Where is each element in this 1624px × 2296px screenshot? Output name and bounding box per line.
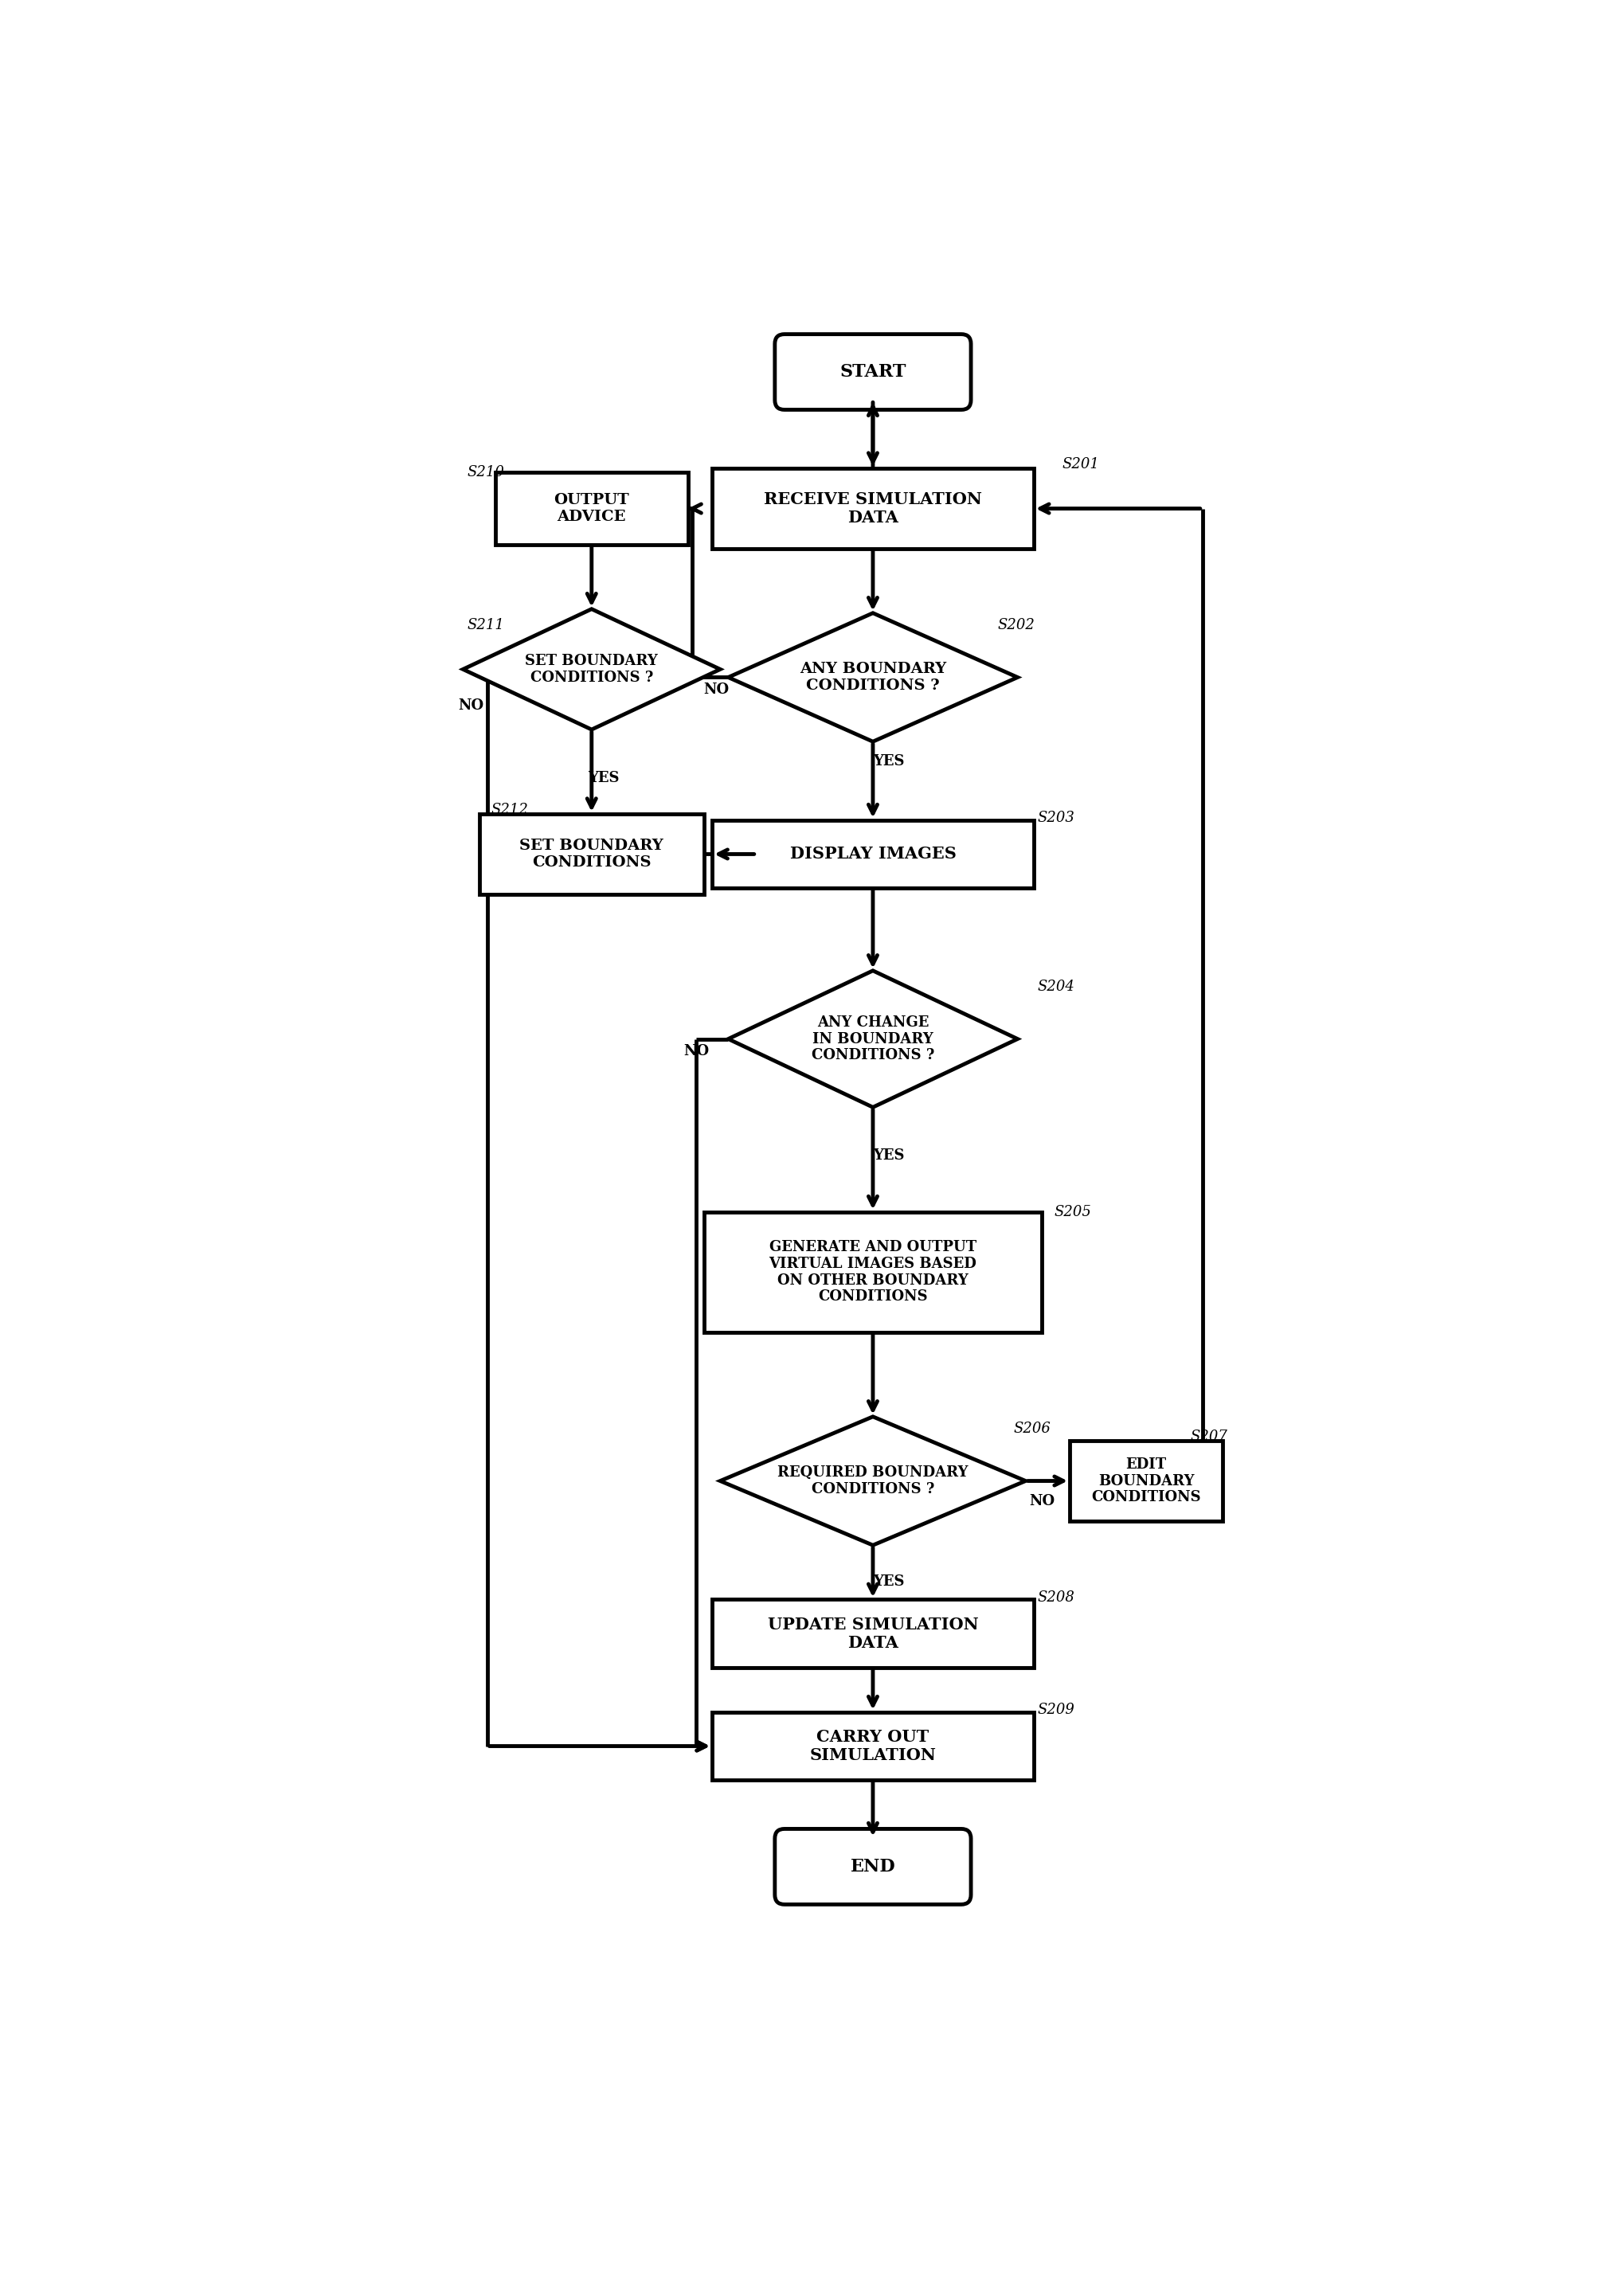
Text: OUTPUT
ADVICE: OUTPUT ADVICE <box>554 494 628 523</box>
Bar <box>711 820 1033 889</box>
Text: REQUIRED BOUNDARY
CONDITIONS ?: REQUIRED BOUNDARY CONDITIONS ? <box>778 1465 968 1497</box>
Text: YES: YES <box>872 1575 905 1589</box>
Text: START: START <box>840 363 906 381</box>
Polygon shape <box>719 1417 1025 1545</box>
Text: NO: NO <box>684 1045 708 1058</box>
Bar <box>703 1212 1041 1332</box>
Text: SET BOUNDARY
CONDITIONS: SET BOUNDARY CONDITIONS <box>520 838 663 870</box>
Text: YES: YES <box>588 771 619 785</box>
Text: SET BOUNDARY
CONDITIONS ?: SET BOUNDARY CONDITIONS ? <box>525 654 658 684</box>
Text: NO: NO <box>703 682 729 696</box>
Text: S205: S205 <box>1054 1205 1091 1219</box>
Text: RECEIVE SIMULATION
DATA: RECEIVE SIMULATION DATA <box>763 491 981 526</box>
Text: NO: NO <box>1028 1495 1054 1508</box>
Text: S204: S204 <box>1038 980 1075 994</box>
Bar <box>479 813 703 893</box>
Text: NO: NO <box>458 698 484 712</box>
Polygon shape <box>463 608 719 730</box>
Text: UPDATE SIMULATION
DATA: UPDATE SIMULATION DATA <box>767 1616 978 1651</box>
Text: S207: S207 <box>1190 1430 1228 1444</box>
Text: S201: S201 <box>1060 457 1098 471</box>
Bar <box>495 473 687 544</box>
Text: S212: S212 <box>490 804 528 817</box>
Text: S208: S208 <box>1038 1591 1075 1605</box>
Text: S210: S210 <box>466 466 503 480</box>
Text: S203: S203 <box>1038 810 1075 824</box>
Bar <box>711 1600 1033 1667</box>
Text: S206: S206 <box>1013 1421 1051 1435</box>
FancyBboxPatch shape <box>775 335 971 409</box>
Text: ANY CHANGE
IN BOUNDARY
CONDITIONS ?: ANY CHANGE IN BOUNDARY CONDITIONS ? <box>810 1015 934 1063</box>
Polygon shape <box>728 613 1017 742</box>
Text: END: END <box>849 1857 895 1876</box>
Bar <box>1069 1442 1221 1520</box>
Text: YES: YES <box>872 1148 905 1162</box>
Text: CARRY OUT
SIMULATION: CARRY OUT SIMULATION <box>809 1729 935 1763</box>
Text: ANY BOUNDARY
CONDITIONS ?: ANY BOUNDARY CONDITIONS ? <box>799 661 945 693</box>
Bar <box>711 1713 1033 1779</box>
Polygon shape <box>728 971 1017 1107</box>
Text: S209: S209 <box>1038 1704 1075 1717</box>
Bar <box>711 468 1033 549</box>
Text: YES: YES <box>872 755 905 769</box>
Text: S211: S211 <box>466 618 503 631</box>
FancyBboxPatch shape <box>775 1830 971 1903</box>
Text: GENERATE AND OUTPUT
VIRTUAL IMAGES BASED
ON OTHER BOUNDARY
CONDITIONS: GENERATE AND OUTPUT VIRTUAL IMAGES BASED… <box>768 1240 976 1304</box>
Text: DISPLAY IMAGES: DISPLAY IMAGES <box>789 847 955 861</box>
Text: S202: S202 <box>997 618 1034 631</box>
Text: EDIT
BOUNDARY
CONDITIONS: EDIT BOUNDARY CONDITIONS <box>1091 1458 1200 1504</box>
